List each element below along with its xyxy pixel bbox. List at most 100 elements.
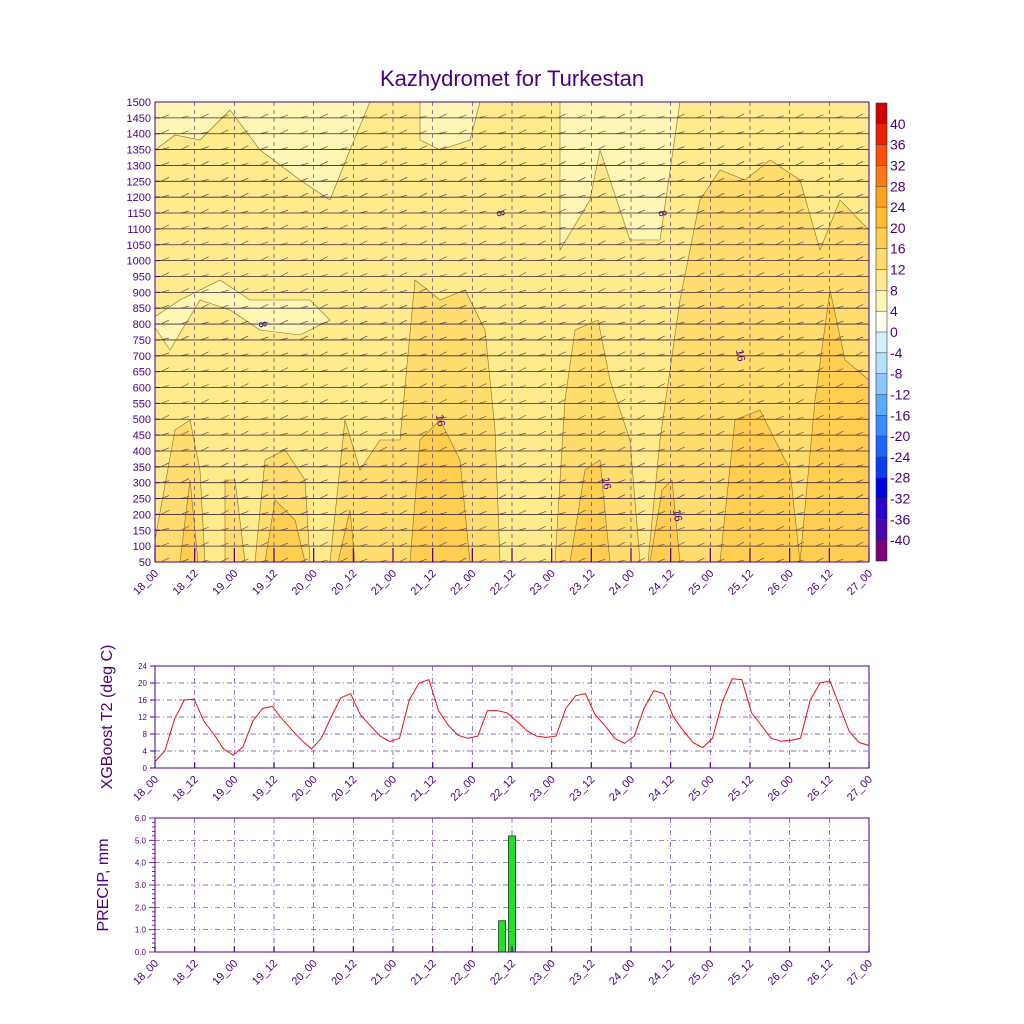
wind-barb — [220, 542, 229, 547]
wind-barb — [260, 479, 269, 483]
wind-barb — [359, 496, 368, 499]
wind-barb — [855, 336, 864, 341]
wind-barb — [775, 448, 784, 452]
wind-barb — [577, 557, 586, 562]
height-axis: 50 100 150 200 250 300 350 400 450 500 550 600 650 70… — [127, 97, 160, 569]
wind-barb — [537, 383, 546, 388]
wind-barb — [398, 162, 408, 166]
wind-barb — [557, 494, 566, 499]
fill-band-8 — [155, 102, 681, 351]
wind-barb — [240, 526, 249, 531]
wind-barb — [438, 303, 447, 309]
contour-label: 8 — [256, 320, 269, 328]
wind-barb — [398, 542, 408, 547]
wind-barb — [339, 114, 348, 119]
wind-barb — [537, 102, 539, 103]
wind-barb — [716, 192, 725, 198]
x-tick-label: 21_00 — [369, 958, 399, 988]
wind-barb — [557, 321, 566, 325]
colorbar-swatch — [876, 519, 887, 541]
wind-barb — [537, 368, 546, 372]
wind-barb — [755, 304, 765, 309]
wind-barb — [557, 131, 566, 135]
wind-barb — [180, 273, 189, 277]
t2-series-line — [154, 678, 870, 762]
wind-barb — [279, 304, 289, 309]
wind-barb — [537, 305, 546, 309]
wind-barb — [617, 399, 626, 404]
wind-barb — [755, 352, 765, 357]
wind-barb — [775, 145, 784, 150]
wind-barb — [180, 210, 189, 214]
wind-barb — [656, 543, 665, 547]
wind-barb — [279, 432, 289, 436]
x-tick-label: 26_12 — [805, 958, 835, 988]
wind-barb — [379, 256, 388, 261]
wind-barb — [379, 274, 388, 277]
wind-barb — [835, 543, 844, 547]
wind-barb — [795, 274, 804, 277]
wind-barb — [676, 399, 685, 404]
wind-barb — [517, 194, 527, 198]
wind-barb — [478, 526, 487, 531]
colorbar-label: 4 — [890, 303, 898, 319]
wind-barb — [795, 526, 804, 531]
wind-barb — [835, 130, 844, 135]
wind-barb — [160, 495, 170, 499]
y-tick-label: 300 — [133, 478, 151, 490]
wind-barb — [557, 226, 566, 230]
wind-barb — [379, 512, 388, 515]
wind-barb — [498, 161, 507, 166]
t2-ytick-label: 8 — [143, 730, 148, 739]
wind-barb — [775, 240, 784, 246]
wind-barb — [676, 336, 685, 341]
wind-barb — [438, 494, 447, 499]
contour-label: 8 — [656, 209, 669, 217]
t2-ytick-label: 20 — [138, 679, 147, 688]
wind-barb — [617, 336, 626, 341]
colorbar-swatch — [876, 207, 887, 228]
wind-barb — [279, 447, 289, 452]
wind-barb — [755, 432, 765, 436]
wind-barb — [517, 272, 527, 277]
wind-barb — [775, 496, 784, 499]
wind-barb — [319, 113, 328, 119]
wind-barb — [835, 273, 844, 277]
wind-barb — [299, 102, 301, 103]
wind-barb — [478, 353, 487, 357]
wind-barb — [557, 431, 566, 436]
wind-barb — [398, 304, 408, 309]
wind-barb — [398, 272, 408, 277]
x-tick-label: 20_12 — [329, 568, 359, 598]
wind-barb — [557, 146, 566, 150]
wind-barb — [240, 163, 249, 166]
wind-barb — [339, 242, 348, 246]
y-tick-label: 250 — [133, 494, 151, 506]
wind-barb — [636, 209, 646, 214]
wind-barb — [537, 225, 546, 230]
wind-barb — [537, 430, 546, 436]
wind-barb — [498, 351, 507, 357]
colorbar-label: 12 — [890, 262, 906, 278]
x-tick-label: 27_00 — [845, 958, 875, 988]
wind-barb — [775, 225, 784, 230]
wind-barb — [815, 462, 824, 468]
wind-barb — [200, 526, 209, 531]
x-tick-label: 20_12 — [329, 958, 359, 988]
wind-barb — [319, 479, 328, 483]
wind-barb — [815, 177, 824, 182]
wind-barb — [537, 192, 546, 198]
wind-barb — [597, 305, 606, 309]
wind-barb — [478, 448, 487, 452]
wind-barb — [240, 288, 249, 293]
wind-barbs — [160, 102, 864, 562]
wind-barb — [656, 353, 665, 357]
wind-barb — [418, 463, 427, 468]
wind-barb — [418, 383, 427, 388]
wind-barb — [478, 335, 487, 341]
wind-barb — [736, 289, 745, 293]
wind-barb — [160, 272, 170, 277]
colorbar-label: -32 — [890, 491, 910, 507]
wind-barb — [676, 369, 685, 372]
wind-barb — [835, 210, 844, 214]
